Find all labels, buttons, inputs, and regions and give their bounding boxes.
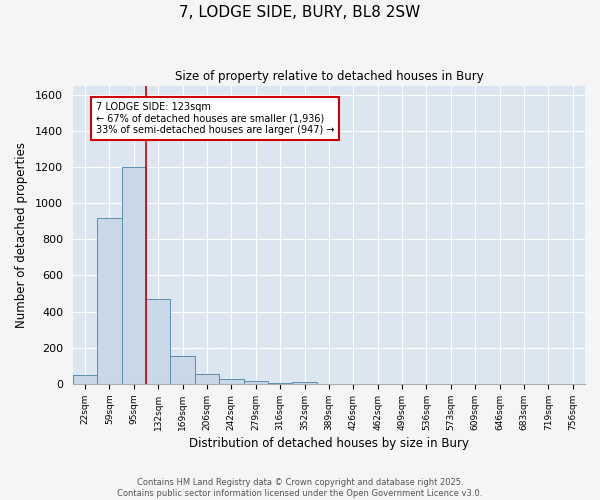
Bar xyxy=(219,378,244,384)
Text: 7 LODGE SIDE: 123sqm
← 67% of detached houses are smaller (1,936)
33% of semi-de: 7 LODGE SIDE: 123sqm ← 67% of detached h… xyxy=(96,102,334,135)
Title: Size of property relative to detached houses in Bury: Size of property relative to detached ho… xyxy=(175,70,483,83)
Bar xyxy=(244,381,268,384)
Bar xyxy=(170,356,195,384)
Bar xyxy=(122,167,146,384)
Text: 7, LODGE SIDE, BURY, BL8 2SW: 7, LODGE SIDE, BURY, BL8 2SW xyxy=(179,5,421,20)
Bar xyxy=(146,299,170,384)
X-axis label: Distribution of detached houses by size in Bury: Distribution of detached houses by size … xyxy=(189,437,469,450)
Bar xyxy=(73,375,97,384)
Bar xyxy=(292,382,317,384)
Bar xyxy=(97,218,122,384)
Bar xyxy=(268,383,292,384)
Y-axis label: Number of detached properties: Number of detached properties xyxy=(15,142,28,328)
Text: Contains HM Land Registry data © Crown copyright and database right 2025.
Contai: Contains HM Land Registry data © Crown c… xyxy=(118,478,482,498)
Bar xyxy=(195,374,219,384)
